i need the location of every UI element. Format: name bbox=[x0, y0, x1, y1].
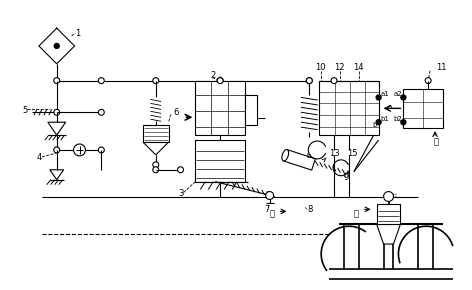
Bar bbox=[143, 125, 169, 142]
Circle shape bbox=[384, 192, 394, 202]
Circle shape bbox=[376, 95, 381, 100]
Text: b: b bbox=[373, 122, 377, 128]
Circle shape bbox=[401, 120, 406, 125]
Circle shape bbox=[376, 120, 381, 125]
Circle shape bbox=[153, 78, 159, 84]
Text: a1: a1 bbox=[380, 91, 389, 97]
Bar bbox=[195, 81, 245, 135]
Circle shape bbox=[217, 78, 223, 84]
Text: b2: b2 bbox=[394, 116, 402, 122]
Text: 关: 关 bbox=[354, 210, 359, 219]
Circle shape bbox=[54, 78, 59, 84]
Circle shape bbox=[386, 193, 391, 200]
Circle shape bbox=[177, 167, 184, 173]
Bar bbox=[283, 150, 315, 170]
Text: G: G bbox=[393, 194, 397, 199]
Text: a: a bbox=[388, 104, 392, 110]
Circle shape bbox=[401, 95, 406, 100]
Circle shape bbox=[306, 78, 312, 84]
Circle shape bbox=[217, 78, 223, 84]
Text: 5: 5 bbox=[22, 106, 27, 115]
Text: 2: 2 bbox=[210, 71, 216, 80]
Text: 7: 7 bbox=[265, 205, 270, 214]
Text: a2: a2 bbox=[394, 91, 402, 97]
Circle shape bbox=[306, 78, 312, 84]
Text: 关: 关 bbox=[270, 210, 275, 219]
Circle shape bbox=[54, 109, 59, 115]
Text: 关: 关 bbox=[434, 137, 439, 146]
Text: 1: 1 bbox=[76, 29, 81, 38]
Text: 15: 15 bbox=[347, 149, 357, 158]
Circle shape bbox=[331, 78, 337, 84]
Bar bbox=[245, 95, 257, 125]
Circle shape bbox=[153, 167, 159, 173]
Circle shape bbox=[54, 147, 59, 153]
Circle shape bbox=[98, 147, 104, 153]
Circle shape bbox=[153, 162, 159, 168]
Bar bbox=[319, 81, 379, 135]
Polygon shape bbox=[377, 224, 400, 244]
Bar bbox=[377, 204, 400, 224]
Circle shape bbox=[266, 192, 274, 200]
Ellipse shape bbox=[282, 150, 288, 161]
Circle shape bbox=[74, 144, 85, 156]
Circle shape bbox=[54, 44, 59, 48]
Circle shape bbox=[425, 78, 431, 84]
Text: 4: 4 bbox=[37, 153, 42, 162]
Text: 10: 10 bbox=[315, 63, 326, 72]
Text: 8: 8 bbox=[307, 205, 312, 214]
Text: 3: 3 bbox=[178, 189, 184, 198]
Bar bbox=[404, 88, 443, 128]
Text: b1: b1 bbox=[380, 116, 389, 122]
Circle shape bbox=[98, 109, 104, 115]
Text: b: b bbox=[306, 153, 311, 159]
Polygon shape bbox=[50, 170, 64, 180]
Text: 14: 14 bbox=[353, 63, 363, 72]
Circle shape bbox=[98, 78, 104, 84]
Bar bbox=[195, 140, 245, 182]
Text: 12: 12 bbox=[334, 63, 345, 72]
Text: 9: 9 bbox=[344, 173, 349, 182]
Text: 13: 13 bbox=[329, 149, 340, 158]
Text: 11: 11 bbox=[436, 63, 447, 72]
Polygon shape bbox=[48, 122, 66, 135]
Text: 6: 6 bbox=[174, 108, 179, 117]
